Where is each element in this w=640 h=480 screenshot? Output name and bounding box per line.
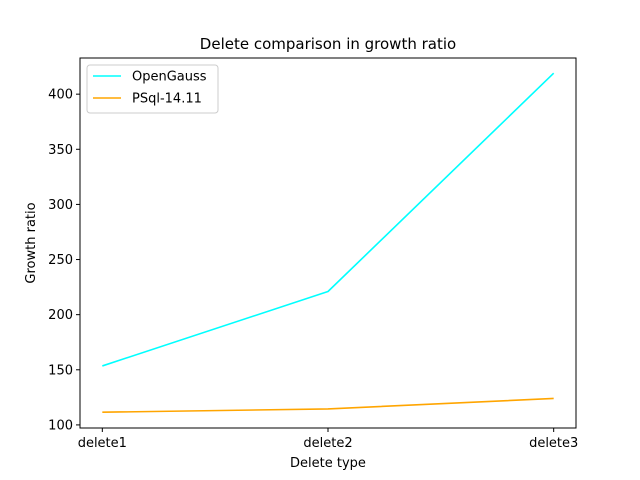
- legend-box: [86, 64, 219, 114]
- y-tick-label: 100: [48, 418, 73, 433]
- chart-title: Delete comparison in growth ratio: [200, 35, 456, 53]
- series-lines: [102, 72, 555, 414]
- x-tick-label: delete2: [303, 436, 352, 451]
- x-axis-label: Delete type: [290, 456, 366, 471]
- legend-label: PSql-14.11: [132, 92, 202, 107]
- legend: OpenGauss PSql-14.11: [86, 64, 219, 114]
- y-tick-label: 350: [48, 143, 73, 158]
- y-tick-label: 200: [48, 308, 73, 323]
- y-tick-label: 400: [48, 88, 73, 103]
- x-axis: delete1 delete2 delete3: [78, 428, 578, 451]
- y-tick-label: 150: [48, 363, 73, 378]
- y-tick-label: 250: [48, 253, 73, 268]
- y-tick-label: 300: [48, 198, 73, 213]
- x-tick-label: delete3: [529, 436, 578, 451]
- series-line-psql-14-11: [102, 397, 554, 414]
- y-axis-label: Growth ratio: [24, 202, 39, 283]
- series-line-opengauss: [102, 72, 555, 367]
- y-axis: 100 150 200 250 300 350 400: [48, 88, 80, 433]
- legend-label: OpenGauss: [132, 70, 207, 85]
- x-tick-label: delete1: [78, 436, 127, 451]
